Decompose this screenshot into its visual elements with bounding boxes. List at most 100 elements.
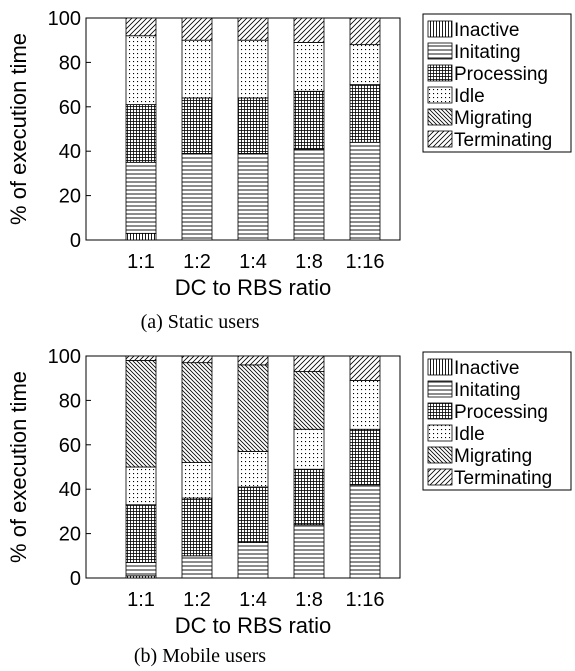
bar-segment-initating <box>293 148 325 241</box>
x-tick-label: 1:4 <box>239 589 267 611</box>
legend-swatch <box>427 86 453 104</box>
legend-swatch <box>427 446 453 464</box>
y-tick-label: 60 <box>59 97 81 119</box>
y-tick-label: 100 <box>48 8 81 30</box>
bar-segment-idle <box>237 39 269 99</box>
y-tick-label: 60 <box>59 435 81 457</box>
bar-segment-idle <box>181 462 213 499</box>
bar-segment-processing <box>125 104 157 163</box>
y-tick-label: 20 <box>59 186 81 208</box>
bar-segment-migrating <box>125 360 157 468</box>
bar-segment-processing <box>349 428 381 486</box>
bar-segment-terminating <box>293 355 325 372</box>
bar-segment-terminating <box>125 17 157 37</box>
legend-swatch <box>427 20 453 38</box>
legend-label: Initating <box>454 42 521 63</box>
bar-segment-terminating <box>349 355 381 381</box>
chart-static-users: 0 20 40 60 80 100 % of execution time 1:1 1:2 1:4… <box>6 8 572 300</box>
x-axis-label: DC to RBS ratio <box>175 613 332 638</box>
x-tick-label: 1:1 <box>127 251 155 273</box>
bar-segment-idle <box>237 451 269 488</box>
legend-label: Processing <box>454 64 548 85</box>
bar-segment-processing <box>237 486 269 543</box>
bar-segment-idle <box>293 42 325 92</box>
caption-static-users: (a) Static users <box>140 311 260 333</box>
bar-segment-initating <box>181 153 213 241</box>
legend-label: Migrating <box>454 108 532 129</box>
bar-segment-initating <box>237 153 269 241</box>
legend-swatch <box>427 130 453 148</box>
bar-segment-terminating <box>125 355 157 361</box>
x-tick-label: 1:2 <box>183 589 211 611</box>
legend-label: Idle <box>454 424 485 445</box>
y-tick-label: 0 <box>70 568 81 590</box>
x-tick-label: 1:16 <box>346 251 385 273</box>
bar-segment-initating <box>181 555 213 579</box>
y-tick-label: 0 <box>70 230 81 252</box>
y-tick-label: 20 <box>59 524 81 546</box>
legend-swatch <box>427 380 453 398</box>
bar-segment-terminating <box>293 17 325 43</box>
bar-segment-processing <box>349 84 381 143</box>
y-tick-label: 100 <box>48 346 81 368</box>
bar-segment-inactive <box>125 232 157 241</box>
bar-segment-migrating <box>293 371 325 430</box>
bar-segment-processing <box>293 90 325 150</box>
bar-segment-idle <box>125 466 157 506</box>
bar-segment-idle <box>293 428 325 470</box>
legend <box>422 13 572 153</box>
caption-mobile-users: (b) Mobile users <box>133 645 267 667</box>
bar-segment-initating <box>349 141 381 241</box>
bar-segment-initating <box>125 562 157 577</box>
legend-label: Inactive <box>454 20 519 41</box>
bar-segment-migrating <box>237 364 269 452</box>
bar-segment-migrating <box>181 362 213 463</box>
x-tick-label: 1:1 <box>127 589 155 611</box>
legend-swatch <box>427 108 453 126</box>
bar-segment-idle <box>181 39 213 99</box>
legend-label: Idle <box>454 86 485 107</box>
legend-swatch <box>427 42 453 60</box>
bar-segment-processing <box>125 504 157 563</box>
legend-swatch <box>427 64 453 82</box>
y-tick-label: 40 <box>59 479 81 501</box>
x-tick-label: 1:16 <box>346 589 385 611</box>
x-tick-label: 1:8 <box>295 251 323 273</box>
legend-label: Inactive <box>454 358 519 379</box>
legend-swatch <box>427 468 453 486</box>
x-tick-label: 1:2 <box>183 251 211 273</box>
y-tick-label: 80 <box>59 52 81 74</box>
bar-segment-processing <box>237 97 269 154</box>
bar-segment-processing <box>181 97 213 154</box>
bar-segment-idle <box>125 35 157 105</box>
bar-segment-terminating <box>181 355 213 364</box>
bar-segment-initating <box>293 524 325 579</box>
bar-segment-initating <box>125 161 157 234</box>
y-axis-label: % of execution time <box>6 33 31 225</box>
y-axis-label: % of execution time <box>6 371 31 563</box>
y-tick-label: 80 <box>59 390 81 412</box>
bar-segment-terminating <box>349 17 381 46</box>
x-tick-label: 1:8 <box>295 589 323 611</box>
legend-label: Terminating <box>454 468 552 489</box>
legend-label: Processing <box>454 402 548 423</box>
bar-segment-terminating <box>237 355 269 366</box>
legend-swatch <box>427 358 453 376</box>
legend-swatch <box>427 424 453 442</box>
bar-segment-idle <box>349 380 381 430</box>
bar-segment-terminating <box>181 17 213 41</box>
bar-segment-terminating <box>237 17 269 41</box>
x-axis-label: DC to RBS ratio <box>175 275 332 300</box>
bar-segment-initating <box>237 542 269 579</box>
x-tick-label: 1:4 <box>239 251 267 273</box>
legend-label: Migrating <box>454 446 532 467</box>
bar-segment-processing <box>181 497 213 557</box>
legend-label: Initating <box>454 380 521 401</box>
legend-label: Terminating <box>454 130 552 151</box>
y-tick-label: 40 <box>59 141 81 163</box>
bar-segment-processing <box>293 468 325 526</box>
legend-swatch <box>427 402 453 420</box>
bar-segment-idle <box>349 44 381 85</box>
bar-segment-initating <box>349 484 381 579</box>
